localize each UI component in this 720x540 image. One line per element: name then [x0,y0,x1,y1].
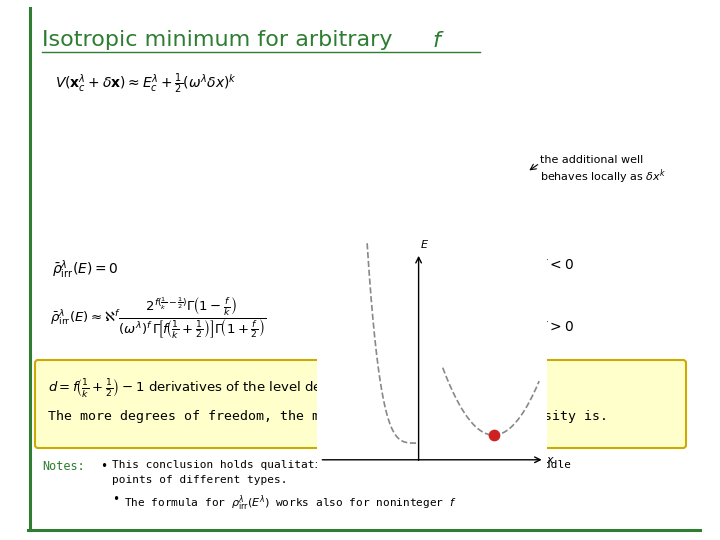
Text: $d = f\!\left(\frac{1}{k}+\frac{1}{2}\right)-1$ derivatives of the level density: $d = f\!\left(\frac{1}{k}+\frac{1}{2}\ri… [48,372,522,404]
Text: $\delta E^{f(\frac{1}{k}+\frac{1}{2})-1}$: $\delta E^{f(\frac{1}{k}+\frac{1}{2})-1}… [406,319,474,336]
Text: $\delta E < 0$: $\delta E < 0$ [530,258,574,272]
Text: $f$: $f$ [432,30,445,52]
Text: This conclusion holds qualitatively also for local maxima and saddle: This conclusion holds qualitatively also… [112,460,571,470]
Text: $\bar{\rho}^\lambda_{\mathrm{irr}}(E) \approx \aleph^f \dfrac{2^{f(\frac{1}{k}-\: $\bar{\rho}^\lambda_{\mathrm{irr}}(E) \a… [50,295,267,341]
Text: $E$: $E$ [420,238,429,249]
Text: the additional well
behaves locally as $\delta x^k$: the additional well behaves locally as $… [540,155,667,186]
Text: points of different types.: points of different types. [112,475,287,485]
FancyBboxPatch shape [35,360,686,448]
Text: Notes:: Notes: [42,460,85,473]
Text: $x$: $x$ [546,455,555,465]
FancyBboxPatch shape [363,308,515,348]
Text: The formula for $\rho^\lambda_{\mathrm{irr}}(E^\lambda)$ works also for noninteg: The formula for $\rho^\lambda_{\mathrm{i… [124,493,456,512]
Text: The more degrees of freedom, the more “analytic” the level density is.: The more degrees of freedom, the more “a… [48,410,608,423]
Text: •: • [112,493,119,506]
Point [488,431,500,440]
Text: •: • [100,460,107,473]
Text: $V(\mathbf{x}_c^\lambda + \delta\mathbf{x}) \approx E_c^\lambda + \frac{1}{2}(\o: $V(\mathbf{x}_c^\lambda + \delta\mathbf{… [55,72,237,96]
Text: $\bar{\rho}^\lambda_{\mathrm{irr}}(E) = 0$: $\bar{\rho}^\lambda_{\mathrm{irr}}(E) = … [52,258,119,280]
Text: Isotropic minimum for arbitrary: Isotropic minimum for arbitrary [42,30,400,50]
Text: $\delta E > 0$: $\delta E > 0$ [530,320,574,334]
